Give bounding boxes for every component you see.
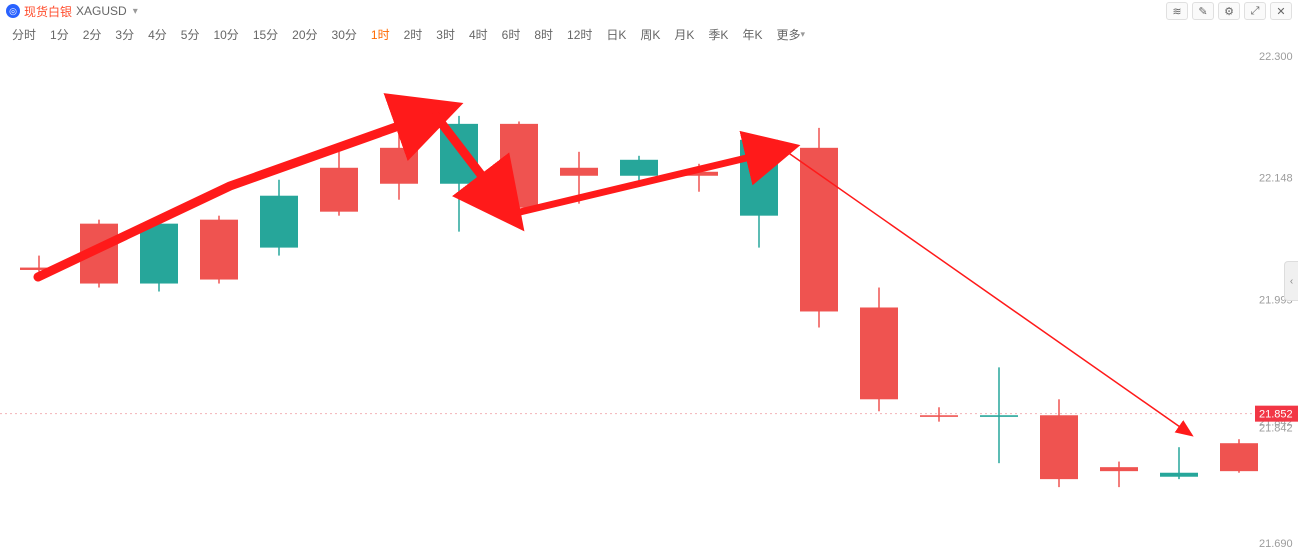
settings-icon[interactable]: ⚙ — [1218, 2, 1240, 20]
symbol-name: 现货白银 — [24, 3, 72, 20]
timeframe-1时[interactable]: 1时 — [365, 24, 396, 45]
candle-body — [980, 415, 1018, 417]
candle-body — [140, 224, 178, 284]
candle-body — [1220, 443, 1258, 471]
timeframe-10分[interactable]: 10分 — [207, 24, 244, 45]
symbol-dropdown-icon[interactable]: ▾ — [133, 6, 138, 17]
y-axis-label: 22.300 — [1259, 51, 1293, 63]
chart-header: ◎ 现货白银 XAGUSD ▾ ≋✎⚙⤢✕ — [0, 0, 1298, 22]
timeframe-6时[interactable]: 6时 — [496, 24, 527, 45]
candle-body — [860, 307, 898, 399]
timeframe-月K[interactable]: 月K — [668, 24, 700, 45]
close-icon[interactable]: ✕ — [1270, 2, 1292, 20]
candle-body — [620, 160, 658, 176]
timeframe-5分[interactable]: 5分 — [175, 24, 206, 45]
timeframe-30分[interactable]: 30分 — [326, 24, 363, 45]
y-axis-label: 22.148 — [1259, 172, 1293, 184]
side-expand-tab[interactable]: ‹ — [1284, 261, 1298, 301]
symbol-code: XAGUSD — [76, 4, 127, 18]
chart-background — [0, 46, 1298, 553]
candle-body — [500, 124, 538, 208]
timeframe-年K[interactable]: 年K — [736, 24, 768, 45]
timeframe-4分[interactable]: 4分 — [142, 24, 173, 45]
timeframe-12时[interactable]: 12时 — [561, 24, 598, 45]
candle-body — [1160, 473, 1198, 477]
timeframe-more[interactable]: 更多 ▾ — [770, 24, 811, 45]
candle-body — [200, 220, 238, 280]
timeframe-15分[interactable]: 15分 — [247, 24, 284, 45]
header-toolbar: ≋✎⚙⤢✕ — [1166, 2, 1292, 20]
timeframe-分时[interactable]: 分时 — [6, 24, 42, 45]
timeframe-季K[interactable]: 季K — [702, 24, 734, 45]
price-tag-value: 21.852 — [1259, 409, 1293, 421]
candle-body — [560, 168, 598, 176]
timeframe-1分[interactable]: 1分 — [44, 24, 75, 45]
timeframe-周K[interactable]: 周K — [634, 24, 666, 45]
candle-body — [380, 148, 418, 184]
chart-area[interactable]: 22.30022.14821.99521.84221.69021.85221.8… — [0, 46, 1298, 553]
candle-body — [800, 148, 838, 312]
timeframe-8时[interactable]: 8时 — [528, 24, 559, 45]
timeframe-3时[interactable]: 3时 — [430, 24, 461, 45]
timeframe-bar: 分时1分2分3分4分5分10分15分20分30分1时2时3时4时6时8时12时日… — [0, 22, 1298, 46]
candle-body — [1040, 415, 1078, 479]
timeframe-日K[interactable]: 日K — [600, 24, 632, 45]
fullscreen-icon[interactable]: ⤢ — [1244, 2, 1266, 20]
price-below-label: 21.842 — [1259, 423, 1293, 435]
timeframe-3分[interactable]: 3分 — [109, 24, 140, 45]
candle-body — [1100, 467, 1138, 471]
timeframe-4时[interactable]: 4时 — [463, 24, 494, 45]
timeframe-2分[interactable]: 2分 — [77, 24, 108, 45]
edit-icon[interactable]: ✎ — [1192, 2, 1214, 20]
candle-body — [920, 415, 958, 417]
logo-icon: ◎ — [6, 4, 20, 18]
candle-body — [260, 196, 298, 248]
timeframe-2时[interactable]: 2时 — [398, 24, 429, 45]
candle-body — [320, 168, 358, 212]
indicator-icon[interactable]: ≋ — [1166, 2, 1188, 20]
y-axis-label: 21.690 — [1259, 538, 1293, 550]
timeframe-20分[interactable]: 20分 — [286, 24, 323, 45]
